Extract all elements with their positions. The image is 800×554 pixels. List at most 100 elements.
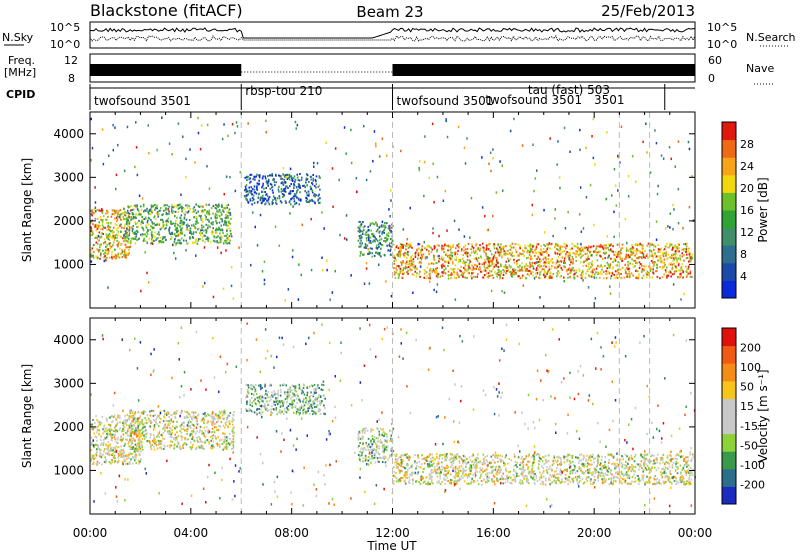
echo-cell	[128, 249, 130, 251]
echo-cell	[257, 399, 259, 402]
echo-cell	[114, 430, 116, 433]
echo-cell	[558, 271, 561, 274]
echo-cell	[306, 411, 308, 414]
echo-cell	[179, 447, 181, 449]
echo-cell	[106, 447, 108, 450]
echo-cell	[627, 195, 630, 198]
echo-cell	[499, 246, 501, 249]
echo-cell	[266, 393, 268, 396]
echo-cell	[272, 179, 274, 181]
echo-cell	[170, 433, 173, 436]
echo-cell	[93, 446, 95, 449]
echo-cell	[120, 243, 122, 246]
echo-cell	[592, 117, 594, 121]
echo-cell	[279, 200, 282, 203]
echo-cell	[171, 232, 174, 235]
echo-cell	[457, 268, 459, 271]
echo-cell	[150, 242, 152, 245]
echo-cell	[109, 242, 112, 245]
echo-cell	[569, 259, 571, 261]
echo-cell	[636, 249, 638, 252]
echo-cell	[535, 247, 537, 250]
echo-cell	[322, 384, 325, 387]
echo-cell	[252, 393, 255, 396]
echo-cell	[256, 182, 259, 185]
echo-cell	[275, 199, 277, 202]
echo-cell	[147, 124, 149, 127]
echo-cell	[102, 453, 104, 456]
echo-cell	[549, 276, 551, 279]
echo-cell	[92, 461, 95, 464]
echo-cell	[295, 410, 298, 413]
echo-cell	[271, 186, 273, 189]
echo-cell	[181, 232, 183, 235]
echo-cell	[378, 226, 380, 229]
echo-cell	[202, 225, 205, 228]
echo-cell	[127, 442, 130, 445]
echo-cell	[666, 246, 669, 249]
echo-cell	[402, 245, 404, 248]
echo-cell	[156, 423, 158, 425]
echo-cell	[384, 241, 387, 244]
echo-cell	[580, 246, 583, 249]
echo-cell	[119, 252, 122, 255]
echo-cell	[224, 432, 226, 435]
echo-cell	[219, 229, 222, 232]
echo-cell	[124, 414, 126, 417]
echo-cell	[624, 257, 626, 260]
echo-cell	[585, 196, 588, 199]
echo-cell	[685, 257, 688, 260]
echo-cell	[200, 446, 203, 449]
echo-cell	[116, 218, 119, 221]
echo-cell	[292, 177, 295, 180]
echo-cell	[574, 245, 576, 248]
echo-cell	[250, 263, 252, 267]
echo-cell	[294, 405, 297, 408]
echo-cell	[465, 268, 467, 271]
echo-cell	[283, 174, 285, 177]
echo-cell	[599, 271, 602, 274]
echo-cell	[314, 178, 317, 181]
echo-cell	[499, 276, 501, 279]
echo-cell	[628, 276, 631, 279]
echo-cell	[249, 190, 251, 193]
echo-cell	[305, 199, 308, 202]
echo-cell	[191, 418, 193, 420]
echo-cell	[99, 216, 102, 219]
echo-cell	[96, 426, 98, 429]
echo-cell	[259, 388, 262, 391]
echo-cell	[135, 420, 137, 423]
echo-cell	[512, 246, 515, 249]
echo-cell	[104, 427, 107, 430]
echo-cell	[537, 251, 540, 254]
echo-cell	[151, 234, 153, 237]
echo-cell	[286, 397, 289, 400]
echo-cell	[688, 147, 691, 151]
echo-cell	[131, 412, 134, 415]
echo-cell	[121, 460, 124, 463]
echo-cell	[365, 267, 368, 270]
echo-cell	[292, 189, 294, 192]
echo-cell	[140, 213, 142, 216]
echo-cell	[99, 243, 101, 246]
echo-cell	[615, 204, 618, 207]
echo-cell	[176, 242, 178, 245]
echo-cell	[625, 257, 627, 260]
echo-cell	[265, 131, 267, 134]
echo-cell	[672, 259, 674, 262]
echo-cell	[90, 436, 93, 439]
echo-cell	[376, 229, 379, 232]
echo-cell	[412, 263, 415, 266]
echo-cell	[271, 395, 274, 398]
colorbar-swatch	[722, 262, 736, 281]
echo-cell	[250, 186, 252, 189]
echo-cell	[601, 268, 603, 271]
echo-cell	[357, 230, 360, 233]
echo-cell	[217, 235, 219, 238]
echo-cell	[358, 230, 361, 233]
echo-cell	[579, 148, 581, 152]
echo-cell	[616, 264, 619, 267]
echo-cell	[398, 266, 401, 268]
echo-cell	[280, 175, 282, 178]
echo-cell	[174, 215, 176, 218]
